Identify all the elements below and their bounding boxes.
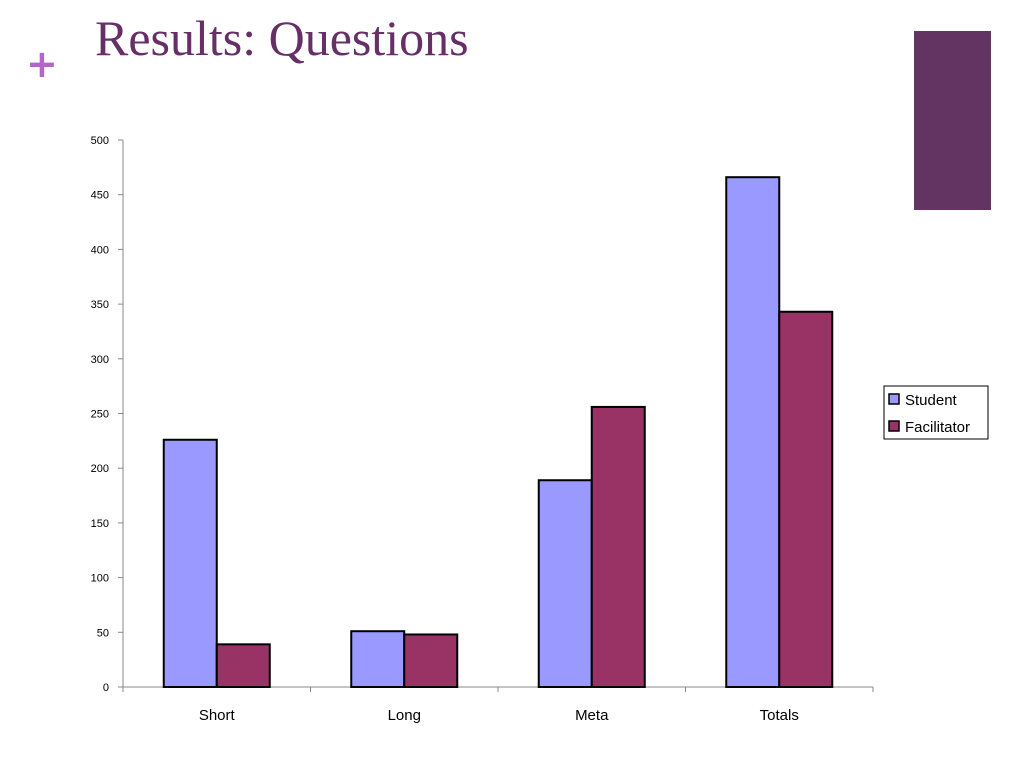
legend-box (883, 385, 989, 440)
legend-label-facilitator: Facilitator (905, 419, 970, 436)
plus-icon: + (26, 42, 58, 86)
bar-student-long (350, 630, 406, 688)
accent-block (914, 31, 991, 210)
legend-label-student: Student (905, 392, 958, 409)
y-tick-label: 450 (91, 190, 109, 202)
bar-student-meta (537, 479, 593, 689)
bar-facilitator-totals (778, 310, 834, 688)
y-tick-label: 500 (91, 135, 109, 147)
x-tick-label: Meta (575, 707, 609, 724)
y-tick-label: 150 (91, 518, 109, 530)
x-tick-label: Totals (760, 707, 799, 724)
slide-title: Results: Questions (95, 10, 469, 66)
y-tick-label: 300 (91, 354, 109, 366)
bar-facilitator-short (215, 643, 271, 688)
y-tick-label: 0 (103, 682, 109, 694)
bar-student-totals (725, 176, 781, 688)
y-tick-label: 250 (91, 409, 109, 421)
x-tick-label: Long (388, 707, 421, 724)
legend-swatch-facilitator (888, 420, 900, 432)
y-tick-label: 50 (97, 627, 109, 639)
y-tick-label: 100 (91, 573, 109, 585)
bar-facilitator-meta (590, 405, 646, 688)
y-tick-label: 200 (91, 463, 109, 475)
y-tick-label: 350 (91, 299, 109, 311)
y-tick-label: 400 (91, 244, 109, 256)
bar-student-short (162, 438, 218, 689)
legend-swatch-student (888, 393, 900, 405)
x-tick-label: Short (199, 707, 236, 724)
bar-facilitator-long (403, 633, 459, 688)
